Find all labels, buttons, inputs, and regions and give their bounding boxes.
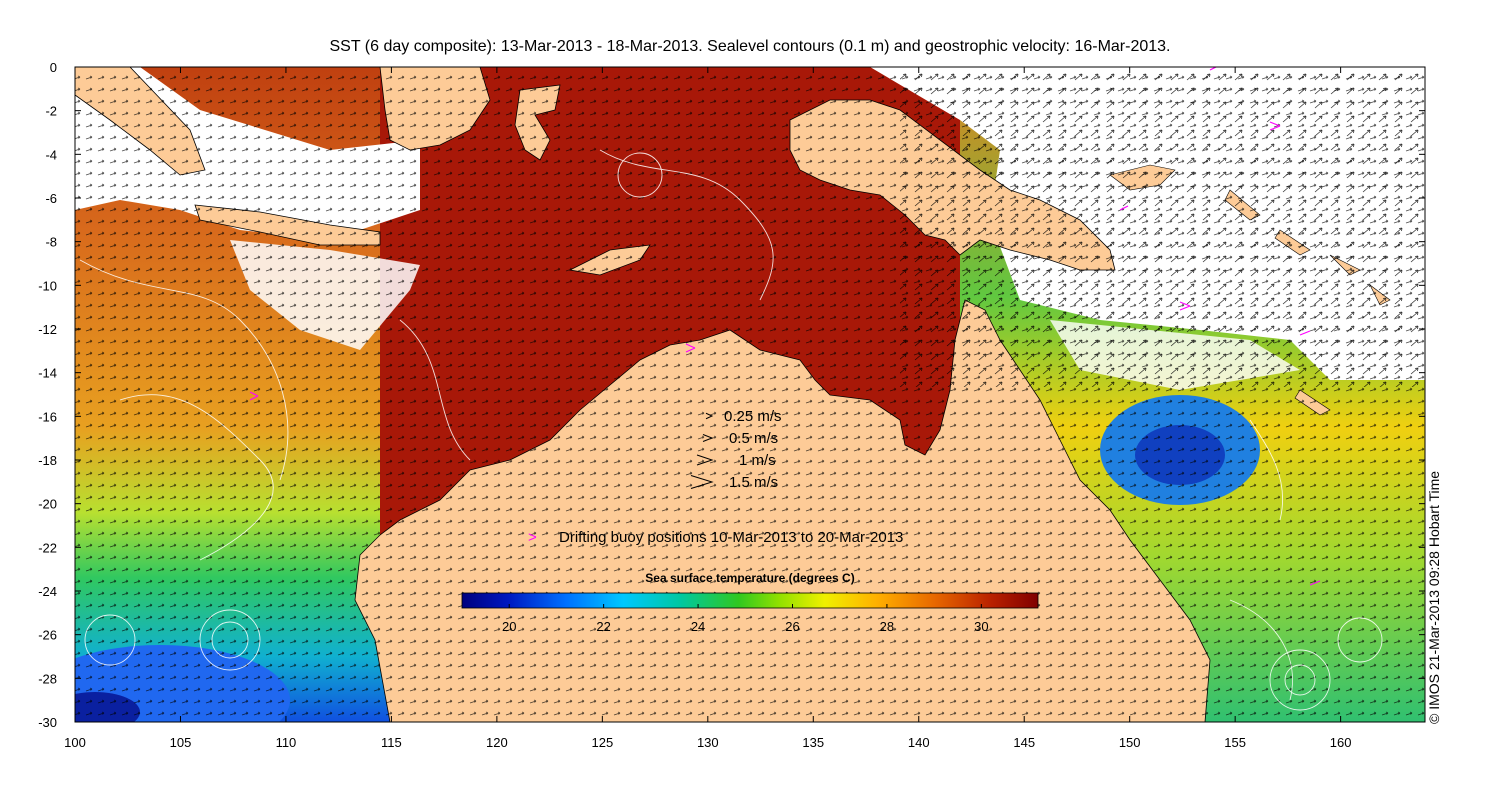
buoy-legend: > Drifting buoy positions 10-Mar-2013 to… xyxy=(528,529,903,546)
velocity-legend-arrow xyxy=(690,475,714,489)
y-tick-label: -16 xyxy=(38,409,57,424)
colorbar-tick-label: 30 xyxy=(974,619,988,634)
credit-text: © IMOS 21-Mar-2013 09:28 Hobart Time xyxy=(1426,470,1442,724)
buoy-legend-symbol: > xyxy=(528,529,537,546)
drifting-buoys xyxy=(249,67,1321,586)
colorbar-gradient xyxy=(461,592,1039,609)
velocity-arrows xyxy=(900,67,1425,387)
colorbar-tick-label: 20 xyxy=(502,619,516,634)
sealevel-contours xyxy=(79,149,1383,711)
y-tick-label: -28 xyxy=(38,671,57,686)
x-axis: 100 105 110 115 120 125 130 135 140 145 150 155 160 xyxy=(64,67,1351,750)
buoy-legend-label: Drifting buoy positions 10-Mar-2013 to 2… xyxy=(559,529,903,546)
y-tick-label: -2 xyxy=(45,104,57,119)
y-tick-label: -26 xyxy=(38,628,57,643)
x-tick-label: 105 xyxy=(170,735,192,750)
colorbar-title: Sea surface temperature (degrees C) xyxy=(645,571,854,585)
velocity-legend: 0.25 m/s 0.5 m/s 1 m/s 1.5 m/s xyxy=(690,408,782,491)
colorbar-tick-label: 28 xyxy=(880,619,894,634)
y-tick-label: -4 xyxy=(45,147,57,162)
x-tick-label: 110 xyxy=(276,735,297,750)
map-title: SST (6 day composite): 13-Mar-2013 - 18-… xyxy=(329,38,1171,55)
y-tick-label: -14 xyxy=(38,366,57,381)
sst-colorbar: Sea surface temperature (degrees C) 20 22… xyxy=(461,571,1039,634)
y-tick-label: -22 xyxy=(38,540,57,555)
map-frame xyxy=(74,66,1426,723)
colorbar-tick-label: 26 xyxy=(785,619,799,634)
x-tick-label: 150 xyxy=(1119,735,1141,750)
y-tick-label: -30 xyxy=(38,715,57,730)
x-tick-label: 145 xyxy=(1013,735,1035,750)
x-tick-label: 100 xyxy=(64,735,86,750)
velocity-legend-label: 1 m/s xyxy=(739,452,776,469)
y-tick-label: -10 xyxy=(38,278,57,293)
x-tick-label: 140 xyxy=(908,735,930,750)
y-tick-label: -8 xyxy=(45,235,57,250)
velocity-legend-label: 0.25 m/s xyxy=(724,408,782,425)
y-tick-label: -20 xyxy=(38,497,57,512)
velocity-legend-arrow xyxy=(702,434,714,442)
colorbar-tick-label: 22 xyxy=(596,619,610,634)
x-tick-label: 160 xyxy=(1330,735,1352,750)
x-tick-label: 115 xyxy=(381,735,402,750)
y-tick-label: -6 xyxy=(45,191,57,206)
y-tick-label: 0 xyxy=(50,60,57,75)
velocity-legend-label: 0.5 m/s xyxy=(729,430,778,447)
x-tick-label: 125 xyxy=(591,735,613,750)
x-tick-label: 135 xyxy=(802,735,824,750)
y-axis: 0 -2 -4 -6 -8 -10 -12 -14 -16 -18 -20 -22 -24 -26 -28 -… xyxy=(38,60,1425,730)
velocity-legend-label: 1.5 m/s xyxy=(729,474,778,491)
y-tick-label: -24 xyxy=(38,584,57,599)
y-tick-label: -12 xyxy=(38,322,57,337)
colorbar-tick-label: 24 xyxy=(691,619,705,634)
x-tick-label: 130 xyxy=(697,735,719,750)
x-tick-label: 155 xyxy=(1224,735,1246,750)
y-tick-label: -18 xyxy=(38,453,57,468)
velocity-legend-arrow xyxy=(705,412,714,420)
x-tick-label: 120 xyxy=(486,735,508,750)
velocity-legend-arrow xyxy=(696,454,714,466)
